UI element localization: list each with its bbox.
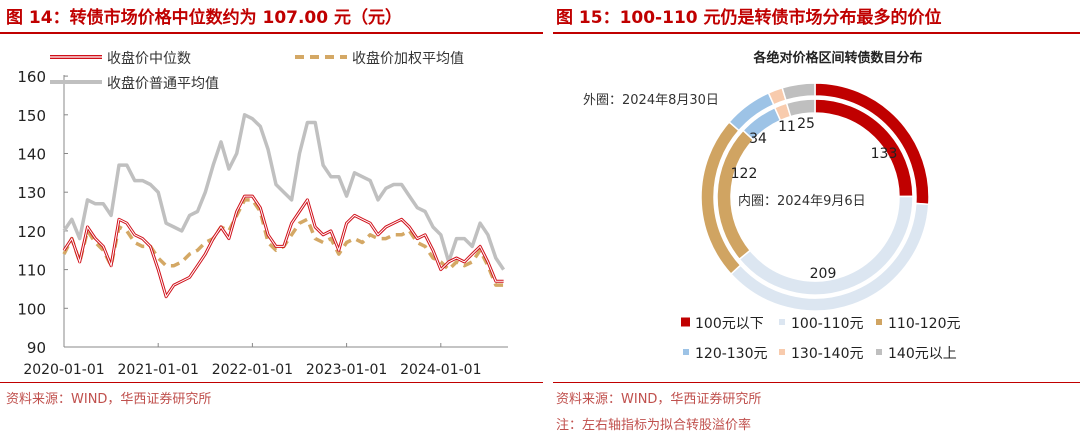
y-tick-label: 100 — [17, 300, 46, 318]
series-line-2 — [62, 113, 506, 271]
legend-swatch-2 — [876, 319, 882, 325]
donut-chart: 各绝对价格区间转债数目分布 133 209 122 34 11 25 外圈：2024年8月30… — [583, 50, 961, 362]
y-tick-label: 140 — [17, 146, 46, 164]
legend-swatch-0 — [681, 317, 690, 327]
x-tick-label: 2020-01-01 — [23, 362, 104, 378]
inner-ring-segment-5 — [785, 98, 816, 118]
data-label: 209 — [810, 266, 837, 282]
legend-label: 120-130元 — [695, 346, 768, 362]
right-title-rule — [553, 32, 1080, 34]
y-tick-label: 160 — [17, 68, 46, 86]
y-tick-label: 90 — [27, 339, 46, 357]
data-label: 11 — [778, 119, 796, 135]
data-label: 133 — [871, 146, 898, 162]
legend-label: 110-120元 — [888, 316, 961, 332]
legend-label: 100-110元 — [791, 316, 864, 332]
left-title-rule — [0, 32, 543, 34]
legend-swatch-4 — [779, 349, 785, 355]
left-source: 资料来源：WIND，华西证券研究所 — [6, 392, 212, 407]
donut-title: 各绝对价格区间转债数目分布 — [752, 50, 922, 66]
legend-label: 收盘价加权平均值 — [352, 50, 464, 67]
legend-swatch-5 — [876, 349, 882, 355]
x-tick-label: 2022-01-01 — [212, 362, 293, 378]
legend-swatch-3 — [683, 349, 689, 355]
inner-ring-segment-0 — [814, 98, 914, 198]
data-label: 25 — [797, 116, 815, 132]
left-figure-title: 图 14：转债市场价格中位数约为 107.00 元（元） — [6, 8, 403, 28]
y-tick-label: 110 — [17, 262, 46, 280]
right-bottom-rule — [553, 382, 1080, 383]
right-source: 资料来源：WIND，华西证券研究所 — [556, 392, 762, 407]
inner-ring-label: 内圈：2024年9月6日 — [738, 193, 866, 209]
legend-label: 140元以上 — [888, 346, 957, 362]
data-label: 34 — [749, 131, 767, 147]
x-tick-label: 2021-01-01 — [118, 362, 199, 378]
y-tick-label: 120 — [17, 223, 46, 241]
line-chart: 160 150 140 130 120 110 100 90 2020-01-01 2021-01… — [17, 50, 508, 378]
left-bottom-rule — [0, 382, 543, 383]
series-line-highlight — [63, 195, 504, 298]
legend-swatch-1 — [779, 319, 785, 325]
outer-ring-label: 外圈：2024年8月30日 — [583, 93, 719, 108]
legend-label: 收盘价中位数 — [107, 50, 191, 67]
outer-ring-segment-5 — [781, 82, 816, 102]
right-figure-title: 图 15：100-110 元仍是转债市场分布最多的价位 — [556, 8, 942, 28]
data-label: 122 — [731, 166, 758, 182]
x-tick-label: 2024-01-01 — [400, 362, 481, 378]
y-tick-label: 150 — [17, 107, 46, 125]
x-tick-label: 2023-01-01 — [306, 362, 387, 378]
right-note: 注：左右轴指标为拟合转股溢价率 — [556, 418, 752, 433]
y-tick-label: 130 — [17, 184, 46, 202]
legend-label: 收盘价普通平均值 — [107, 75, 219, 92]
legend-label: 130-140元 — [791, 346, 864, 362]
legend-label: 100元以下 — [695, 316, 764, 332]
